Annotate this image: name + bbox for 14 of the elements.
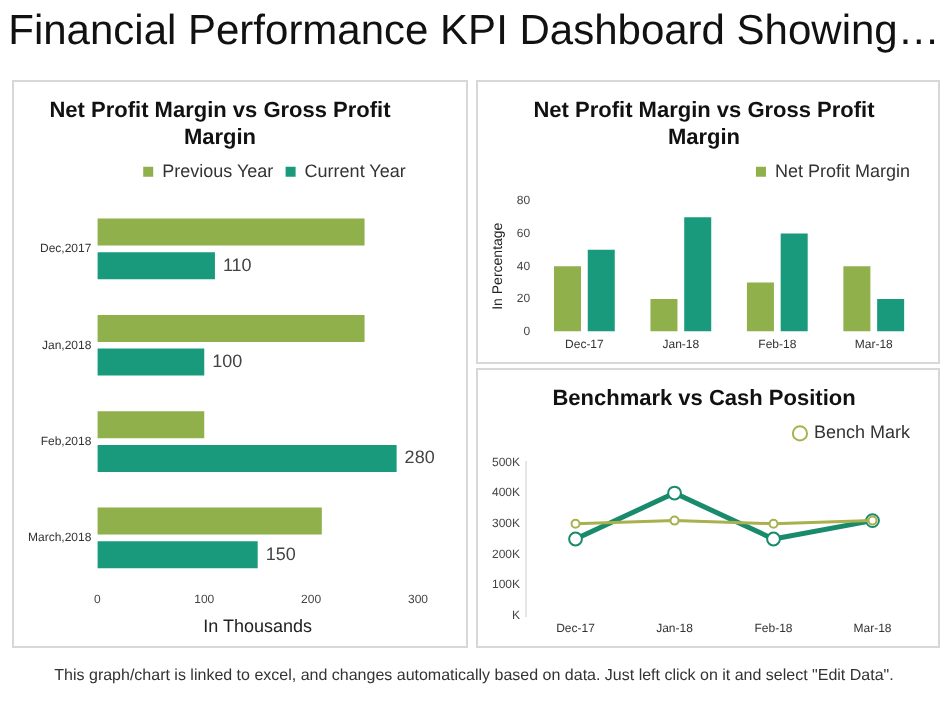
legend-label: Bench Mark bbox=[813, 422, 911, 443]
legend-label: Previous Year bbox=[162, 160, 274, 181]
chart-title: Net Profit Margin vs Gross Profit Margin bbox=[533, 99, 876, 150]
x-axis-title: In Thousands bbox=[203, 616, 314, 637]
data-label: 110 bbox=[222, 254, 252, 275]
text: This graph/chart is linked to excel, and changes automatically based on data. Just left click on it and select "Edit Data". bbox=[52, 666, 896, 684]
legend-label: Current Year bbox=[304, 160, 406, 181]
data-label: 280 bbox=[404, 447, 435, 468]
legend-label: Net Profit Margin bbox=[774, 160, 911, 181]
text: Financial Performance KPI Dashboard Showing… bbox=[6, 8, 942, 56]
chart-title: Benchmark vs Cash Position bbox=[552, 387, 857, 412]
chart-title: Net Profit Margin vs Gross Profit Margin bbox=[49, 99, 392, 150]
data-label: 150 bbox=[265, 543, 296, 564]
data-label: 100 bbox=[212, 351, 243, 372]
